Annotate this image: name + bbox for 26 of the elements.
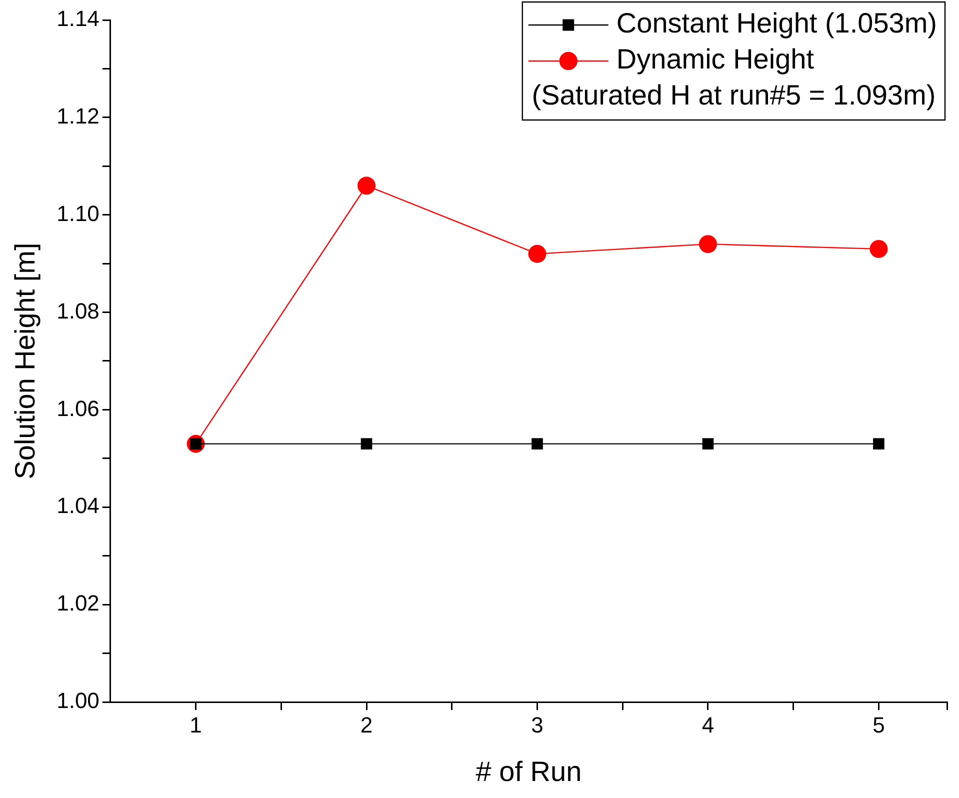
y-tick-label: 1.08 <box>56 298 100 324</box>
point <box>358 176 376 195</box>
point <box>702 438 714 450</box>
x-tick-label: 3 <box>531 712 544 738</box>
y-tick-label: 1.10 <box>56 200 100 226</box>
y-axis-title: Solution Height [m] <box>10 242 41 480</box>
x-tick-label: 5 <box>872 712 885 738</box>
y-tick-label: 1.00 <box>56 688 100 714</box>
x-axis-title: # of Run <box>476 756 582 787</box>
point <box>698 235 717 254</box>
x-tick-label: 2 <box>360 712 373 738</box>
legend-label: Constant Height (1.053m) <box>616 8 938 39</box>
x-tick-label: 1 <box>190 712 202 738</box>
point <box>360 438 372 450</box>
y-tick-label: 1.12 <box>56 103 100 128</box>
annotation: (Saturated H at run#5 = 1.093m) <box>532 80 936 111</box>
y-tick-label: 1.06 <box>56 396 100 421</box>
point <box>873 438 884 450</box>
legend-label: Dynamic Height <box>616 44 814 75</box>
y-tick-label: 1.14 <box>56 6 100 32</box>
point <box>528 244 546 263</box>
x-tick-label: 4 <box>702 712 714 738</box>
point <box>532 438 543 450</box>
y-tick-label: 1.04 <box>56 493 100 518</box>
point <box>870 240 888 258</box>
y-tick-label: 1.02 <box>56 590 100 616</box>
